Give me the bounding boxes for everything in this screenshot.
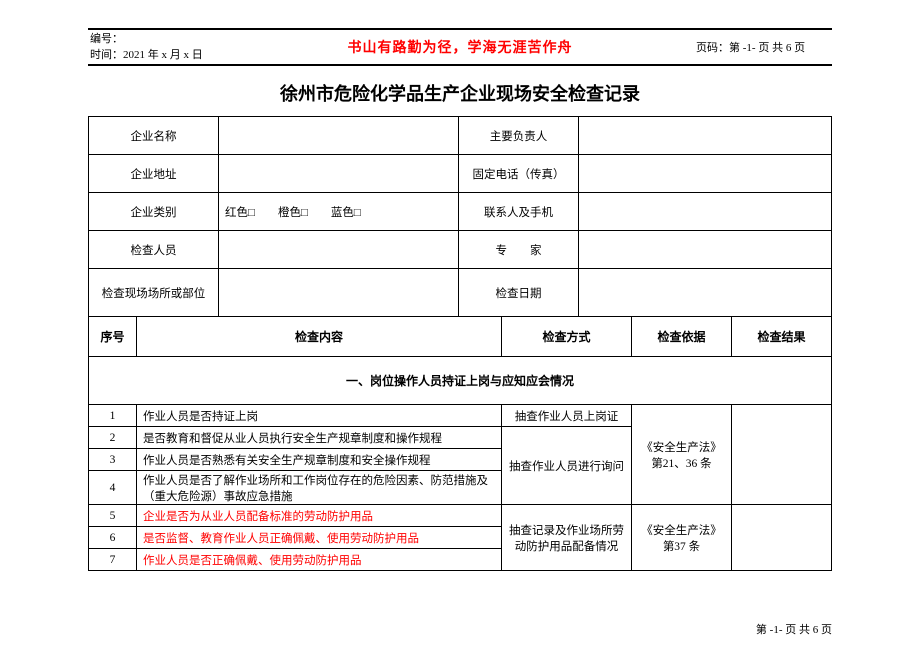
info-value (219, 231, 459, 269)
col-seq: 序号 (89, 317, 137, 357)
cell-content: 作业人员是否了解作业场所和工作岗位存在的危险因素、防范措施及（重大危险源）事故应… (137, 471, 502, 505)
document-title: 徐州市危险化学品生产企业现场安全检查记录 (88, 80, 832, 106)
info-label: 检查人员 (89, 231, 219, 269)
col-content: 检查内容 (137, 317, 502, 357)
info-label: 主要负责人 (459, 117, 579, 155)
info-value (579, 155, 832, 193)
cell-seq: 4 (89, 471, 137, 505)
info-row: 企业地址 固定电话（传真） (89, 155, 832, 193)
info-value (219, 117, 459, 155)
check-table: 序号 检查内容 检查方式 检查依据 检查结果 一、岗位操作人员持证上岗与应知应会… (88, 316, 832, 571)
info-value (219, 155, 459, 193)
table-row: 5 企业是否为从业人员配备标准的劳动防护用品 抽查记录及作业场所劳动防护用品配备… (89, 505, 832, 527)
time-label: 时间： (90, 49, 123, 61)
check-header-row: 序号 检查内容 检查方式 检查依据 检查结果 (89, 317, 832, 357)
cell-method: 抽查记录及作业场所劳动防护用品配备情况 (502, 505, 632, 571)
cell-seq: 7 (89, 549, 137, 571)
info-row: 企业名称 主要负责人 (89, 117, 832, 155)
info-label: 企业类别 (89, 193, 219, 231)
cell-content: 是否教育和督促从业人员执行安全生产规章制度和操作规程 (137, 427, 502, 449)
info-value (579, 269, 832, 317)
info-value (219, 269, 459, 317)
time-value: 2021 年 x 月 x 日 (123, 49, 203, 61)
cell-method: 抽查作业人员上岗证 (502, 405, 632, 427)
info-row: 企业类别 红色□ 橙色□ 蓝色□ 联系人及手机 (89, 193, 832, 231)
info-row: 检查人员 专 家 (89, 231, 832, 269)
info-label: 专 家 (459, 231, 579, 269)
cell-seq: 3 (89, 449, 137, 471)
col-method: 检查方式 (502, 317, 632, 357)
cell-content: 是否监督、教育作业人员正确佩戴、使用劳动防护用品 (137, 527, 502, 549)
cell-result (732, 505, 832, 571)
info-value (579, 117, 832, 155)
page-footer: 第 -1- 页 共 6 页 (756, 621, 832, 637)
info-value (579, 231, 832, 269)
col-result: 检查结果 (732, 317, 832, 357)
cell-seq: 2 (89, 427, 137, 449)
info-label: 检查现场场所或部位 (89, 269, 219, 317)
info-label: 联系人及手机 (459, 193, 579, 231)
info-value (579, 193, 832, 231)
cell-content: 作业人员是否正确佩戴、使用劳动防护用品 (137, 549, 502, 571)
header-page: 页码：第 -1- 页 共 6 页 (692, 39, 832, 55)
info-value: 红色□ 橙色□ 蓝色□ (219, 193, 459, 231)
section-title: 一、岗位操作人员持证上岗与应知应会情况 (89, 357, 832, 405)
header-left: 编号： 时间：2021 年 x 月 x 日 (88, 29, 228, 66)
info-label: 企业名称 (89, 117, 219, 155)
info-row: 检查现场场所或部位 检查日期 (89, 269, 832, 317)
cell-basis: 《安全生产法》第21、36 条 (632, 405, 732, 505)
table-row: 1 作业人员是否持证上岗 抽查作业人员上岗证 《安全生产法》第21、36 条 (89, 405, 832, 427)
info-label: 检查日期 (459, 269, 579, 317)
cell-content: 企业是否为从业人员配备标准的劳动防护用品 (137, 505, 502, 527)
cell-seq: 1 (89, 405, 137, 427)
cell-basis: 《安全生产法》第37 条 (632, 505, 732, 571)
header-motto: 书山有路勤为径，学海无涯苦作舟 (228, 37, 692, 57)
numbering-label: 编号： (90, 33, 123, 45)
cell-seq: 5 (89, 505, 137, 527)
page-header: 编号： 时间：2021 年 x 月 x 日 书山有路勤为径，学海无涯苦作舟 页码… (88, 28, 832, 66)
section-row: 一、岗位操作人员持证上岗与应知应会情况 (89, 357, 832, 405)
cell-content: 作业人员是否持证上岗 (137, 405, 502, 427)
info-label: 企业地址 (89, 155, 219, 193)
info-label: 固定电话（传真） (459, 155, 579, 193)
cell-seq: 6 (89, 527, 137, 549)
cell-result (732, 405, 832, 505)
cell-content: 作业人员是否熟悉有关安全生产规章制度和安全操作规程 (137, 449, 502, 471)
cell-method: 抽查作业人员进行询问 (502, 427, 632, 505)
col-basis: 检查依据 (632, 317, 732, 357)
info-table: 企业名称 主要负责人 企业地址 固定电话（传真） 企业类别 红色□ 橙色□ 蓝色… (88, 116, 832, 317)
